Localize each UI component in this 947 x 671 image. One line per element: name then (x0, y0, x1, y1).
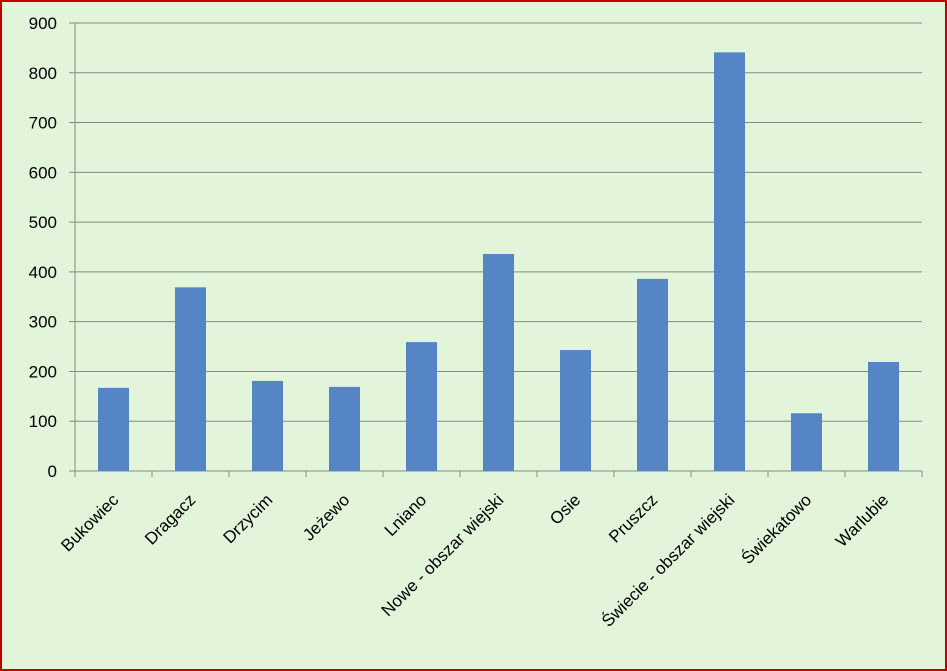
y-tick-label: 400 (29, 263, 57, 282)
y-tick-label: 600 (29, 163, 57, 182)
y-tick-label: 300 (29, 313, 57, 332)
y-tick-label: 500 (29, 213, 57, 232)
y-tick-label: 200 (29, 362, 57, 381)
bar (560, 350, 591, 471)
bar (329, 386, 360, 471)
bar (868, 361, 899, 471)
y-tick-label: 700 (29, 114, 57, 133)
y-tick-label: 800 (29, 64, 57, 83)
y-tick-label: 100 (29, 412, 57, 431)
bar (791, 413, 822, 471)
bar (175, 287, 206, 471)
y-tick-label: 0 (48, 462, 57, 481)
bar (252, 380, 283, 471)
bar (406, 342, 437, 471)
bar (637, 278, 668, 471)
bar (98, 387, 129, 471)
bar (483, 253, 514, 471)
bar (714, 52, 745, 471)
y-tick-label: 900 (29, 14, 57, 33)
